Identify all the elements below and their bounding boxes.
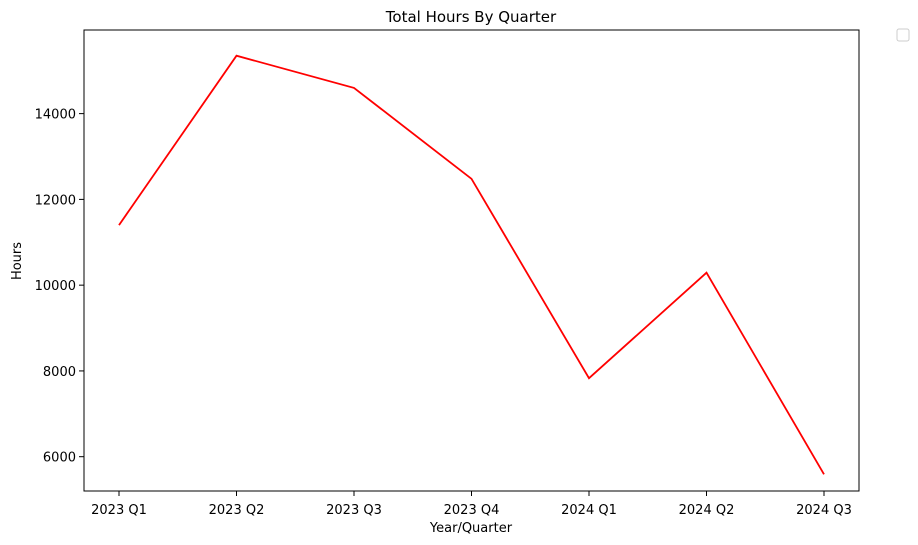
- y-tick-label: 6000: [43, 451, 76, 466]
- y-tick-label: 12000: [35, 193, 76, 208]
- x-tick-label: 2024 Q3: [796, 503, 852, 518]
- x-tick-label: 2023 Q4: [444, 503, 500, 518]
- legend-box: [896, 28, 910, 42]
- x-axis-label: Year/Quarter: [429, 521, 513, 536]
- y-tick-label: 14000: [35, 108, 76, 123]
- y-tick-label: 10000: [35, 279, 76, 294]
- series-line: [118, 54, 825, 475]
- x-axis: 2023 Q1 2023 Q2 2023 Q3 2023 Q4 2024 Q1 2024 …: [91, 491, 852, 518]
- y-axis-label: Hours: [10, 242, 25, 280]
- chart-title: Total Hours By Quarter: [385, 8, 557, 26]
- x-tick-label: 2023 Q2: [209, 503, 265, 518]
- x-tick-label: 2023 Q3: [326, 503, 382, 518]
- y-tick-label: 8000: [43, 365, 76, 380]
- x-tick-label: 2024 Q1: [561, 503, 617, 518]
- plot-area: [83, 29, 860, 492]
- x-tick-label: 2023 Q1: [91, 503, 147, 518]
- y-axis: 6000 8000 10000 12000 14000: [35, 108, 84, 466]
- x-tick-label: 2024 Q2: [679, 503, 735, 518]
